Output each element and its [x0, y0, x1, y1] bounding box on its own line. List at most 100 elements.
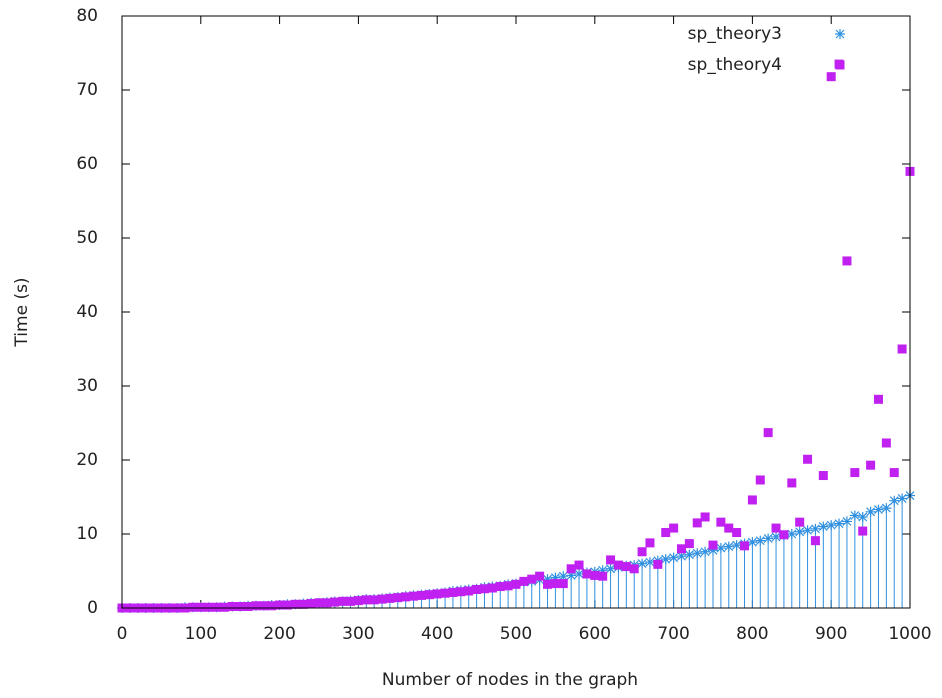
- point: [338, 596, 348, 606]
- point: [511, 579, 521, 589]
- point: [637, 558, 648, 569]
- x-tick-label: 400: [421, 624, 453, 644]
- x-tick-label: 1000: [888, 624, 931, 644]
- point: [637, 547, 647, 557]
- y-tick-label: 40: [76, 302, 98, 322]
- point: [535, 571, 545, 581]
- point: [794, 526, 805, 537]
- x-tick-label: 500: [500, 624, 532, 644]
- point: [684, 539, 694, 549]
- point: [755, 535, 766, 546]
- legend-marker: [835, 60, 845, 70]
- point: [598, 571, 608, 581]
- point: [566, 564, 576, 574]
- point: [597, 565, 608, 576]
- point: [298, 599, 308, 609]
- point: [684, 549, 695, 560]
- point: [700, 546, 711, 557]
- y-tick-label: 10: [76, 524, 98, 544]
- point: [558, 579, 568, 589]
- point: [897, 344, 907, 354]
- point: [865, 506, 876, 517]
- y-tick-label: 50: [76, 228, 98, 248]
- point: [700, 512, 710, 522]
- point: [519, 576, 529, 586]
- legend-label: sp_theory4: [688, 55, 782, 75]
- point: [527, 574, 537, 584]
- x-tick-label: 900: [815, 624, 847, 644]
- point: [361, 595, 371, 605]
- point: [464, 586, 474, 596]
- legend-label: sp_theory3: [688, 24, 782, 44]
- x-axis-label: Number of nodes in the graph: [382, 670, 638, 690]
- point: [810, 523, 821, 534]
- point: [724, 523, 734, 533]
- point: [668, 552, 679, 563]
- y-tick-label: 30: [76, 376, 98, 396]
- point: [881, 503, 892, 514]
- point: [416, 590, 426, 600]
- point: [802, 525, 813, 536]
- point: [857, 511, 868, 522]
- point: [235, 602, 245, 612]
- point: [873, 394, 883, 404]
- x-tick-label: 200: [263, 624, 295, 644]
- point: [440, 588, 450, 598]
- point: [456, 587, 466, 597]
- point: [771, 523, 781, 533]
- point: [818, 521, 829, 532]
- point: [897, 493, 908, 504]
- point: [787, 478, 797, 488]
- y-tick-label: 20: [76, 450, 98, 470]
- plot-border: [121, 15, 911, 609]
- point: [763, 533, 774, 544]
- y-tick-label: 60: [76, 154, 98, 174]
- point: [889, 495, 900, 506]
- point: [747, 537, 758, 548]
- point: [771, 531, 782, 542]
- point: [322, 598, 332, 608]
- point: [676, 551, 687, 562]
- point: [401, 592, 411, 602]
- point: [542, 574, 553, 585]
- point: [708, 545, 718, 556]
- point: [267, 601, 277, 611]
- point: [731, 540, 742, 551]
- x-tick-label: 0: [117, 624, 128, 644]
- point: [644, 557, 655, 568]
- point: [574, 560, 584, 570]
- point: [732, 528, 742, 538]
- point: [550, 579, 560, 589]
- x-tick-label: 700: [657, 624, 689, 644]
- point: [259, 601, 269, 611]
- point: [369, 595, 379, 605]
- point: [613, 560, 623, 570]
- point: [188, 602, 198, 612]
- point: [708, 540, 718, 550]
- point: [842, 256, 852, 266]
- point: [590, 570, 600, 580]
- point: [669, 523, 679, 533]
- point: [424, 590, 434, 600]
- point: [448, 587, 458, 597]
- point: [841, 516, 852, 527]
- point: [346, 596, 356, 606]
- point: [747, 495, 757, 505]
- point: [306, 599, 316, 609]
- point: [660, 554, 671, 565]
- point: [606, 555, 616, 565]
- legend-marker: [835, 29, 845, 39]
- point: [849, 510, 860, 521]
- point: [755, 475, 765, 485]
- point: [243, 602, 253, 612]
- point: [566, 570, 577, 581]
- point: [653, 559, 663, 569]
- point: [605, 563, 616, 574]
- point: [795, 517, 805, 527]
- point: [629, 564, 639, 574]
- point: [251, 601, 261, 611]
- point: [818, 471, 828, 481]
- point: [715, 543, 726, 554]
- point: [204, 602, 214, 612]
- point: [723, 541, 734, 552]
